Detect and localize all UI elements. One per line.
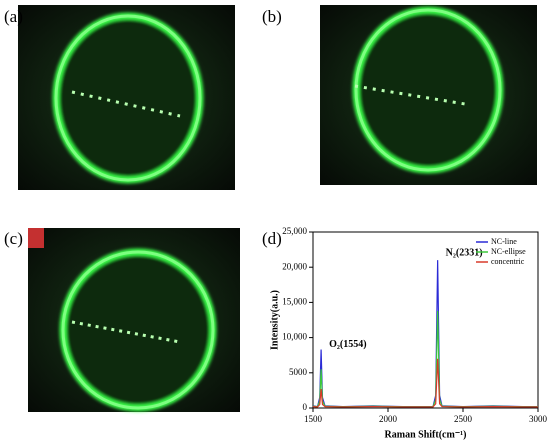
x-tick-label: 2500 bbox=[454, 414, 473, 424]
chart: 0 5000 10,000 15,000 20,000 25,000 1500 2000 250… bbox=[269, 226, 547, 440]
panel-label: (c) bbox=[4, 229, 23, 248]
photo-a bbox=[18, 5, 235, 190]
photo-c bbox=[28, 228, 240, 412]
legend-label: NC-line bbox=[491, 237, 517, 246]
series-line bbox=[312, 310, 538, 408]
y-tick-label: 20,000 bbox=[282, 261, 307, 271]
y-tick-label: 15,000 bbox=[282, 296, 307, 306]
series-line bbox=[312, 260, 538, 408]
x-axis-label: Raman Shift(cm⁻¹) bbox=[385, 429, 467, 440]
legend-label: concentric bbox=[491, 257, 525, 266]
legend-label: NC-ellipse bbox=[491, 247, 526, 256]
panel-label: (d) bbox=[262, 229, 282, 248]
y-tick-label: 10,000 bbox=[282, 332, 307, 342]
panel-label: (b) bbox=[262, 7, 282, 26]
annotation: O₂(1554) bbox=[329, 339, 366, 350]
y-tick-label: 0 bbox=[303, 402, 308, 412]
panel-label: (a) bbox=[4, 7, 23, 26]
x-tick-label: 3000 bbox=[529, 414, 548, 424]
annotation: N₂(2331) bbox=[446, 247, 483, 258]
series-line bbox=[312, 358, 538, 408]
plot-frame bbox=[312, 231, 539, 409]
x-tick-label: 1500 bbox=[304, 414, 323, 424]
y-axis-label: Intensity(a.u.) bbox=[269, 290, 280, 350]
x-tick-label: 2000 bbox=[379, 414, 398, 424]
y-tick-label: 5000 bbox=[289, 367, 308, 377]
photo-b bbox=[320, 5, 537, 185]
y-tick-label: 25,000 bbox=[282, 226, 307, 236]
